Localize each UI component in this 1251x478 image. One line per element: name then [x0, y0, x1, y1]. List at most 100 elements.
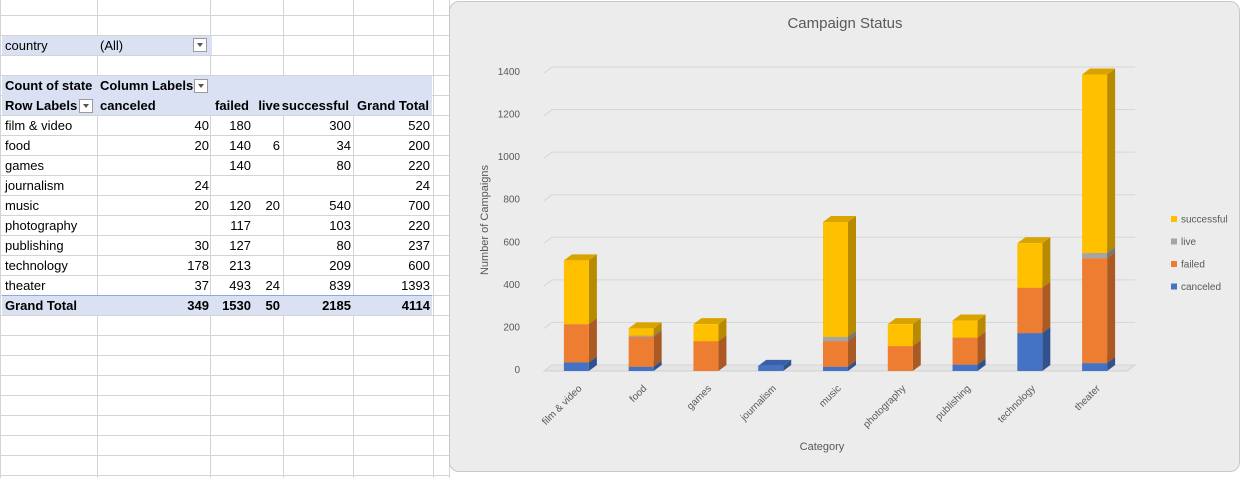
x-tick-label: publishing — [934, 383, 974, 423]
bar-side — [588, 356, 597, 371]
y-gridline-depth — [543, 279, 553, 287]
pivot-cell: 20 — [194, 198, 209, 213]
bar-successful[interactable] — [693, 324, 719, 342]
bar-canceled[interactable] — [1017, 333, 1043, 371]
bar-top — [952, 314, 986, 321]
y-gridline-depth — [543, 109, 553, 116]
y-axis-label: Number of Campaigns — [479, 164, 491, 275]
bar-canceled[interactable] — [758, 365, 784, 371]
pivot-cell: 220 — [408, 218, 430, 233]
pivot-col-header: successful — [281, 98, 349, 113]
bar-successful[interactable] — [1017, 243, 1043, 288]
bar-failed[interactable] — [952, 337, 978, 365]
bar-successful[interactable] — [1082, 74, 1108, 254]
row-labels-dropdown-button[interactable] — [79, 99, 93, 113]
bar-top — [693, 318, 727, 325]
pivot-cell: 117 — [230, 218, 251, 233]
pivot-col-header: live — [258, 98, 280, 113]
pivot-cell: 520 — [408, 118, 430, 133]
bar-successful[interactable] — [823, 222, 848, 337]
bar-canceled[interactable] — [823, 366, 848, 371]
legend-swatch-successful — [1171, 216, 1177, 222]
bar-failed[interactable] — [628, 336, 654, 367]
bar-side — [783, 359, 792, 371]
bar-failed[interactable] — [1082, 258, 1108, 364]
pivot-row-label: film & video — [5, 118, 73, 133]
bar-successful[interactable] — [952, 320, 978, 338]
y-tick-label: 200 — [503, 322, 520, 333]
bar-canceled[interactable] — [1082, 363, 1108, 371]
bar-side — [848, 216, 856, 337]
bar-live[interactable] — [628, 335, 654, 337]
bar-side — [1107, 252, 1116, 364]
bar-side — [1107, 247, 1116, 259]
bar-successful[interactable] — [563, 260, 589, 325]
x-tick-label: games — [685, 383, 714, 412]
pivot-cell: 127 — [229, 238, 251, 253]
bar-live[interactable] — [1082, 253, 1108, 259]
filter-value[interactable]: (All) — [100, 38, 124, 53]
x-tick-label: photography — [861, 383, 908, 430]
pivot-row-labels: Row Labels — [5, 98, 78, 113]
pivot-col-header: failed — [215, 98, 249, 113]
legend-swatch-failed — [1171, 261, 1177, 267]
pivot-row-label: photography — [5, 218, 78, 233]
bar-side — [1042, 281, 1051, 334]
pivot-column-labels: Column Labels — [100, 78, 194, 93]
bar-successful[interactable] — [628, 328, 654, 336]
pivot-cell: 213 — [229, 258, 251, 273]
y-gridline-depth — [543, 66, 553, 74]
x-axis-label: Category — [800, 441, 845, 453]
pivot-cell: 20 — [265, 198, 280, 213]
bar-live[interactable] — [823, 336, 848, 342]
bar-side — [653, 330, 662, 367]
bar-side — [977, 331, 986, 365]
pivot-total-cell: 4114 — [401, 298, 430, 313]
total-band — [2, 296, 432, 315]
bar-side — [848, 335, 856, 367]
y-tick-label: 1000 — [498, 152, 521, 163]
bar-canceled[interactable] — [628, 366, 654, 371]
pivot-cell: 80 — [336, 238, 351, 253]
y-gridline-depth — [543, 151, 553, 159]
bar-failed[interactable] — [693, 341, 719, 371]
bar-failed[interactable] — [1017, 287, 1043, 334]
legend-label-successful: successful — [1181, 215, 1228, 226]
filter-dropdown-button[interactable] — [193, 38, 207, 52]
bar-failed[interactable] — [887, 346, 913, 371]
pivot-cell: 20 — [194, 138, 209, 153]
filter-band — [2, 36, 212, 55]
pivot-row-label: technology — [5, 258, 68, 273]
bar-side — [653, 360, 662, 371]
pivot-cell: 300 — [329, 118, 351, 133]
pivot-row-label: music — [5, 198, 39, 213]
pivot-cell: 180 — [229, 118, 251, 133]
bar-successful[interactable] — [887, 324, 913, 347]
pivot-cell: 200 — [408, 138, 430, 153]
pivot-cell: 37 — [194, 278, 209, 293]
bar-side — [1107, 68, 1116, 254]
pivot-cell: 24 — [415, 178, 430, 193]
chart-area[interactable]: 0 200 400 600 800 1000 1200 1400 Campaign Status… — [449, 1, 1240, 472]
bar-side — [912, 340, 921, 371]
bar-canceled[interactable] — [563, 362, 589, 371]
bar-failed[interactable] — [823, 341, 848, 367]
pivot-cell: 600 — [408, 258, 430, 273]
pivot-total-cell: 349 — [187, 298, 209, 313]
bar-canceled[interactable] — [952, 364, 978, 371]
pivot-row-label: journalism — [5, 178, 65, 193]
bar-failed[interactable] — [563, 324, 589, 363]
pivot-col-header: Grand Total — [357, 98, 429, 113]
pivot-total-cell: 1530 — [222, 298, 251, 313]
y-tick-label: 1400 — [498, 67, 521, 78]
y-tick-label: 400 — [503, 280, 520, 291]
header-band — [2, 76, 432, 115]
bar-top — [887, 318, 921, 325]
x-tick-label: music — [817, 383, 843, 409]
pivot-cell: 839 — [329, 278, 351, 293]
column-labels-dropdown-button[interactable] — [194, 79, 208, 93]
pivot-cell: 103 — [329, 218, 351, 233]
pivot-cell: 140 — [229, 138, 251, 153]
pivot-cell: 1393 — [401, 278, 430, 293]
pivot-cell: 209 — [329, 258, 351, 273]
